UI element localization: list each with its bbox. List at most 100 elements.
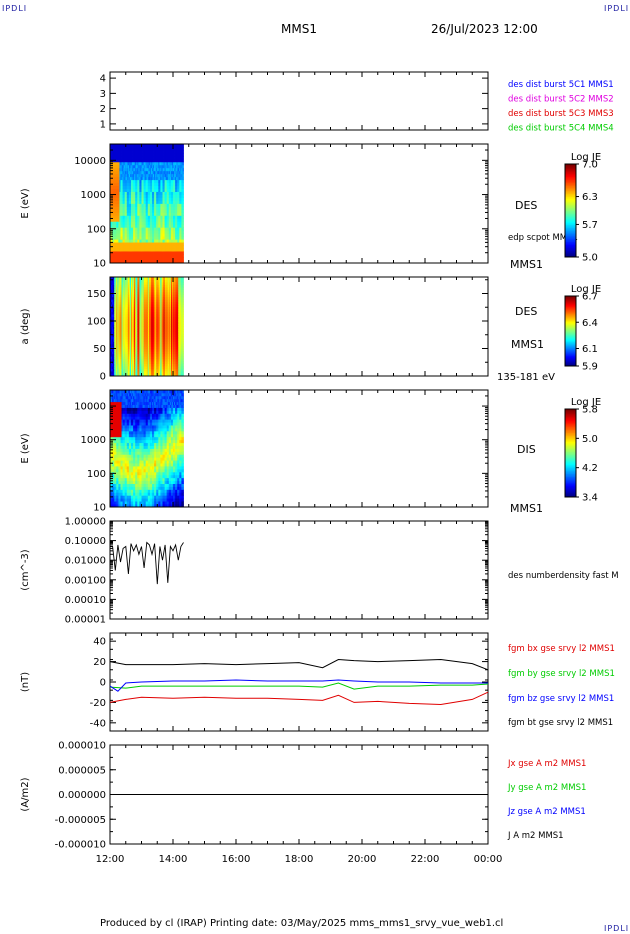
heatmap-cell — [135, 152, 137, 157]
heatmap-cell — [121, 248, 123, 252]
heatmap-cell — [128, 254, 131, 258]
heatmap-cell — [140, 346, 142, 350]
heatmap-cell — [161, 245, 163, 249]
heatmap-cell — [120, 144, 122, 148]
heatmap-cell — [131, 248, 133, 252]
heatmap-cell — [131, 236, 133, 240]
heatmap-cell — [126, 239, 129, 243]
heatmap-cell — [132, 371, 134, 374]
heatmap-cell — [111, 155, 113, 160]
heatmap-cell — [159, 366, 161, 369]
heatmap-cell — [176, 251, 178, 255]
heatmap-cell — [154, 299, 156, 303]
heatmap-cell — [119, 356, 121, 360]
heatmap-cell — [125, 279, 128, 283]
heatmap-cell — [139, 152, 141, 157]
heatmap-cell — [121, 221, 123, 225]
heatmap-cell — [123, 286, 126, 290]
heatmap-cell — [122, 341, 125, 345]
heatmap-cell — [127, 286, 130, 290]
heatmap-cell — [111, 338, 113, 342]
heatmap-cell — [153, 167, 155, 172]
heatmap-cell — [174, 221, 176, 225]
heatmap-cell — [173, 152, 175, 157]
heatmap-cell — [131, 333, 133, 337]
heatmap-cell — [159, 353, 161, 357]
heatmap-cell — [146, 373, 149, 377]
heatmap-cell — [158, 343, 160, 347]
heatmap-cell — [131, 353, 133, 357]
heatmap-cell — [126, 301, 129, 305]
heatmap-cell — [131, 373, 133, 377]
heatmap-cell — [144, 346, 147, 350]
heatmap-cell — [118, 301, 120, 305]
heatmap-cell — [147, 227, 150, 231]
heatmap-cell — [135, 221, 137, 225]
heatmap-cell — [154, 194, 156, 198]
heatmap-cell — [152, 309, 154, 313]
heatmap-cell — [180, 185, 182, 190]
heatmap-cell — [145, 158, 148, 163]
heatmap-cell — [146, 304, 149, 308]
heatmap-cell — [178, 233, 180, 237]
heatmap-cell — [119, 173, 121, 178]
heatmap-cell — [118, 206, 120, 210]
heatmap-cell — [166, 185, 169, 190]
heatmap-cell — [123, 149, 126, 154]
heatmap-cell — [128, 309, 131, 313]
heatmap-cell — [113, 149, 115, 154]
heatmap-cell — [167, 194, 170, 198]
heatmap-cell — [115, 185, 117, 190]
heatmap-cell — [110, 289, 112, 293]
heatmap-cell — [126, 371, 129, 374]
heatmap-cell — [148, 289, 151, 293]
heatmap-cell — [138, 304, 140, 308]
heatmap-cell — [174, 206, 176, 210]
heatmap-cell — [142, 194, 144, 198]
heatmap-cell — [177, 254, 179, 258]
heatmap-cell — [124, 286, 127, 290]
heatmap-cell — [161, 158, 163, 163]
heatmap-cell — [176, 254, 178, 258]
colorbar-swatch — [565, 224, 576, 227]
heatmap-cell — [154, 158, 156, 163]
heatmap-cell — [144, 251, 147, 255]
heatmap-cell — [138, 176, 140, 181]
heatmap-cell — [154, 284, 156, 288]
heatmap-cell — [126, 206, 129, 210]
heatmap-cell — [134, 152, 136, 157]
heatmap-cell — [141, 358, 143, 362]
heatmap-cell — [115, 251, 117, 255]
heatmap-cell — [154, 331, 156, 335]
heatmap-cell — [158, 294, 160, 298]
heatmap-cell — [144, 182, 147, 187]
heatmap-cell — [129, 155, 132, 160]
heatmap-cell — [135, 284, 137, 288]
heatmap-cell — [133, 245, 135, 249]
heatmap-cell — [115, 281, 117, 285]
heatmap-cell — [115, 277, 117, 280]
heatmap-cell — [132, 203, 134, 207]
heatmap-cell — [120, 158, 122, 163]
heatmap-cell — [179, 227, 181, 231]
heatmap-cell — [154, 289, 156, 293]
heatmap-cell — [154, 161, 156, 166]
heatmap-cell — [150, 348, 153, 352]
heatmap-cell — [126, 356, 129, 360]
heatmap-cell — [128, 319, 131, 322]
heatmap-cell — [114, 230, 116, 234]
heatmap-cell — [145, 319, 148, 322]
heatmap-cell — [112, 233, 114, 237]
heatmap-cell — [139, 328, 141, 332]
heatmap-cell — [160, 185, 162, 190]
heatmap-cell — [156, 314, 158, 317]
heatmap-cell — [116, 373, 118, 377]
heatmap-cell — [118, 233, 120, 237]
heatmap-cell — [122, 215, 125, 219]
heatmap-cell — [117, 316, 119, 320]
heatmap-cell — [141, 363, 143, 367]
heatmap-cell — [181, 155, 183, 160]
heatmap-cell — [153, 194, 155, 198]
heatmap-cell — [164, 233, 167, 237]
heatmap-cell — [111, 164, 113, 169]
